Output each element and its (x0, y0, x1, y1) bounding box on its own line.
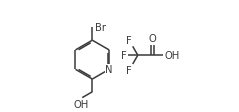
Text: OH: OH (165, 51, 180, 61)
Text: O: O (148, 33, 156, 43)
Text: Br: Br (95, 23, 106, 33)
Text: F: F (126, 36, 132, 46)
Text: F: F (121, 51, 126, 61)
Text: F: F (126, 65, 132, 75)
Text: OH: OH (73, 99, 89, 109)
Text: N: N (105, 65, 113, 75)
